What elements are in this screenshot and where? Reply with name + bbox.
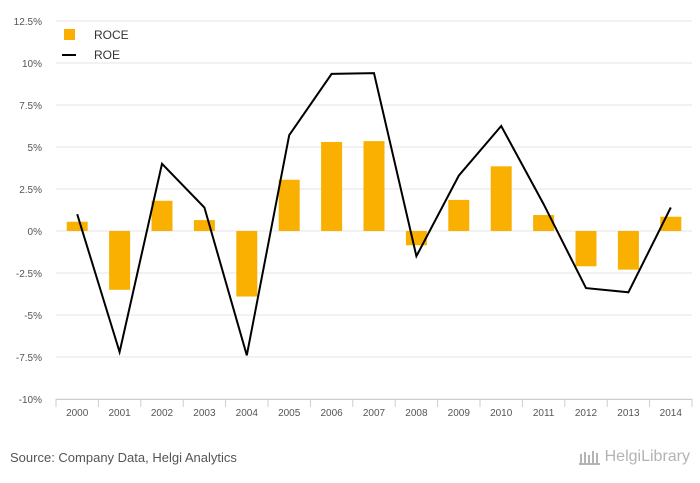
brand-logo: HelgiLibrary xyxy=(578,448,690,466)
x-tick-label: 2007 xyxy=(363,408,386,419)
roce-bar xyxy=(66,221,88,231)
axes: -10% -7.5% -5% -2.5% 0% 2.5% 5% 7.5% 10% 12.5% 200… xyxy=(14,17,693,419)
legend-label-roe: ROE xyxy=(94,48,120,62)
x-tick-label: 2013 xyxy=(617,408,640,419)
legend-swatch-roce xyxy=(64,29,75,40)
y-tick-label: 10% xyxy=(22,59,42,70)
x-tick-label: 2004 xyxy=(236,408,259,419)
roce-bar xyxy=(109,231,131,290)
x-tick-label: 2011 xyxy=(533,408,555,419)
y-tick-label: 7.5% xyxy=(19,101,42,112)
x-tick-label: 2008 xyxy=(405,408,428,419)
y-tick-label: 12.5% xyxy=(14,17,42,28)
roce-bar xyxy=(278,179,300,231)
roce-bars xyxy=(66,141,682,297)
x-tick-label: 2002 xyxy=(151,408,174,419)
x-tick-label: 2000 xyxy=(66,408,89,419)
x-tick-label: 2009 xyxy=(448,408,471,419)
x-tick-label: 2003 xyxy=(193,408,216,419)
roce-bar xyxy=(575,231,597,267)
x-tick-label: 2005 xyxy=(278,408,301,419)
brand-name: HelgiLibrary xyxy=(604,448,690,465)
x-tick-label: 2001 xyxy=(108,408,131,419)
roce-bar xyxy=(490,166,512,231)
roce-bar xyxy=(236,231,258,297)
roe-line-layer xyxy=(76,72,672,356)
roce-bar xyxy=(660,216,682,231)
x-tick-label: 2006 xyxy=(320,408,343,419)
roce-bar xyxy=(533,215,555,231)
y-tick-label: -7.5% xyxy=(16,353,42,364)
roce-bar xyxy=(363,141,385,231)
source-note: Source: Company Data, Helgi Analytics xyxy=(10,450,237,465)
roce-bar xyxy=(448,199,470,231)
y-tick-label: 2.5% xyxy=(19,185,42,196)
y-tick-label: -5% xyxy=(24,311,42,322)
x-tick-label: 2014 xyxy=(660,408,683,419)
y-tick-label: 5% xyxy=(28,143,43,154)
roce-bar xyxy=(193,220,215,231)
roce-bar xyxy=(617,231,639,270)
legend: ROCE ROE xyxy=(62,28,129,62)
y-tick-label: -10% xyxy=(19,395,42,406)
legend-label-roce: ROCE xyxy=(94,28,129,42)
y-tick-label: -2.5% xyxy=(16,269,42,280)
x-tick-label: 2010 xyxy=(490,408,513,419)
roce-bar xyxy=(151,200,173,231)
library-icon xyxy=(578,451,600,465)
roe-line xyxy=(76,72,672,356)
x-tick-label: 2012 xyxy=(575,408,598,419)
y-tick-label: 0% xyxy=(28,227,43,238)
roce-bar xyxy=(321,141,343,231)
